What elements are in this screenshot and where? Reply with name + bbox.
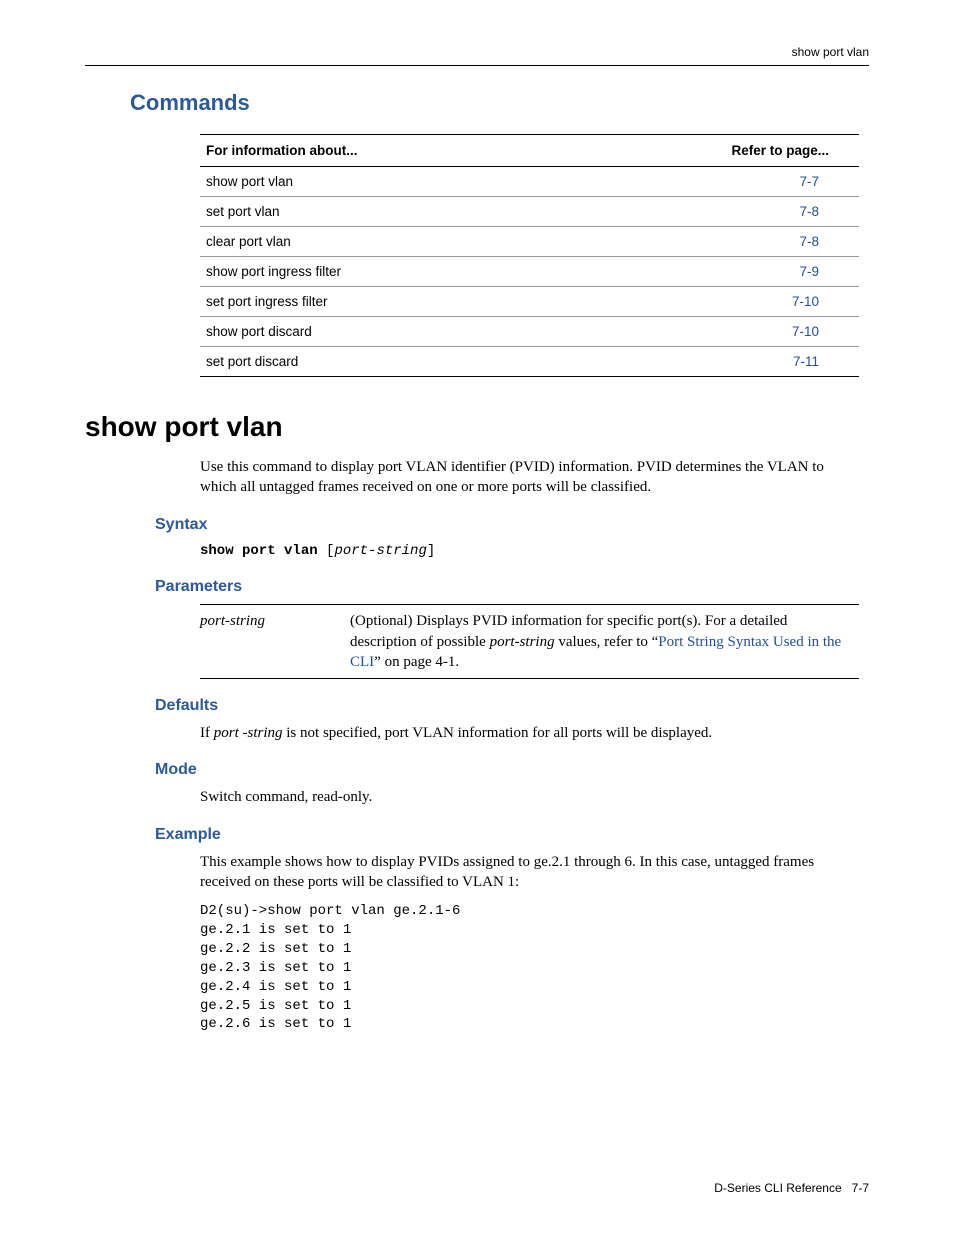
syntax-heading: Syntax	[155, 516, 869, 534]
table-row: show port ingress filter 7-9	[200, 257, 859, 287]
commands-table: For information about... Refer to page..…	[200, 134, 859, 377]
cmd-cell: set port vlan	[200, 197, 563, 227]
page-link[interactable]: 7-9	[799, 264, 819, 279]
example-text: This example shows how to display PVIDs …	[200, 852, 859, 893]
cmd-cell: show port vlan	[200, 167, 563, 197]
syntax-arg: port-string	[334, 543, 426, 559]
table-header-row: For information about... Refer to page..…	[200, 135, 859, 167]
cmd-cell: show port discard	[200, 317, 563, 347]
table-row: set port ingress filter 7-10	[200, 287, 859, 317]
param-name: port-string	[200, 605, 350, 679]
cmd-cell: show port ingress filter	[200, 257, 563, 287]
col-header-page: Refer to page...	[563, 135, 859, 167]
page-link[interactable]: 7-8	[799, 204, 819, 219]
example-heading: Example	[155, 826, 869, 844]
table-row: show port vlan 7-7	[200, 167, 859, 197]
page-header: show port vlan	[85, 45, 869, 66]
page-footer: D-Series CLI Reference 7-7	[714, 1181, 869, 1195]
syntax-close: ]	[427, 543, 435, 559]
mode-heading: Mode	[155, 761, 869, 779]
page-link[interactable]: 7-10	[792, 294, 819, 309]
table-row: show port discard 7-10	[200, 317, 859, 347]
mode-text: Switch command, read-only.	[200, 787, 859, 807]
page-link[interactable]: 7-11	[793, 354, 819, 369]
intro-text: Use this command to display port VLAN id…	[200, 457, 859, 498]
cmd-cell: clear port vlan	[200, 227, 563, 257]
page-link[interactable]: 7-8	[799, 234, 819, 249]
param-row: port-string (Optional) Displays PVID inf…	[200, 605, 859, 679]
defaults-text: If port -string is not specified, port V…	[200, 723, 859, 743]
footer-page: 7-7	[852, 1181, 869, 1195]
parameters-table: port-string (Optional) Displays PVID inf…	[200, 604, 859, 679]
defaults-heading: Defaults	[155, 697, 869, 715]
syntax-cmd: show port vlan	[200, 543, 318, 559]
footer-text: D-Series CLI Reference	[714, 1181, 841, 1195]
syntax-open: [	[318, 543, 335, 559]
table-row: set port vlan 7-8	[200, 197, 859, 227]
parameters-heading: Parameters	[155, 578, 869, 596]
param-desc: (Optional) Displays PVID information for…	[350, 605, 859, 679]
page-link[interactable]: 7-7	[799, 174, 819, 189]
command-title: show port vlan	[85, 411, 869, 443]
syntax-code: show port vlan [port-string]	[200, 542, 869, 561]
col-header-info: For information about...	[200, 135, 563, 167]
header-right-text: show port vlan	[792, 45, 869, 59]
table-row: set port discard 7-11	[200, 347, 859, 377]
example-code: D2(su)->show port vlan ge.2.1-6 ge.2.1 i…	[200, 902, 869, 1034]
table-row: clear port vlan 7-8	[200, 227, 859, 257]
commands-heading: Commands	[130, 90, 869, 116]
cmd-cell: set port discard	[200, 347, 563, 377]
page-link[interactable]: 7-10	[792, 324, 819, 339]
cmd-cell: set port ingress filter	[200, 287, 563, 317]
